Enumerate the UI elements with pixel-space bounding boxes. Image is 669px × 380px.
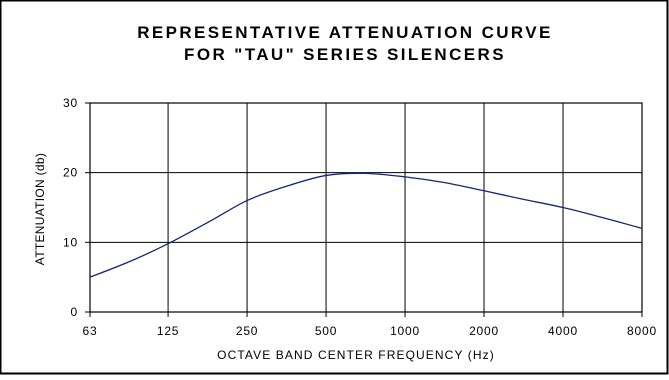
x-tick-label: 8000 <box>627 324 657 338</box>
plot-area-frame <box>89 102 643 313</box>
chart-title-line-1: REPRESENTATIVE ATTENUATION CURVE <box>137 23 553 42</box>
x-tick-label: 500 <box>315 324 337 338</box>
y-tick-label: 10 <box>63 235 78 249</box>
x-tick-label: 63 <box>83 324 98 338</box>
x-tick-label: 125 <box>157 324 179 338</box>
x-tick-label: 4000 <box>548 324 578 338</box>
x-tick-label: 2000 <box>469 324 499 338</box>
grid-layer <box>85 102 643 317</box>
y-axis-label: ATTENUATION (db) <box>33 153 47 265</box>
series-layer <box>89 172 643 278</box>
x-tick-label: 1000 <box>390 324 420 338</box>
chart-title-line-2: FOR "TAU" SERIES SILENCERS <box>184 45 506 64</box>
x-axis-label: OCTAVE BAND CENTER FREQUENCY (Hz) <box>217 348 495 362</box>
tick-labels: 63 125 250 500 1000 2000 4000 8000 0 10 20 30 <box>63 96 657 338</box>
attenuation-curve <box>89 172 643 278</box>
y-tick-label: 0 <box>71 305 78 319</box>
x-tick-label: 250 <box>236 324 258 338</box>
y-tick-label: 20 <box>63 166 78 180</box>
y-tick-label: 30 <box>63 96 78 110</box>
